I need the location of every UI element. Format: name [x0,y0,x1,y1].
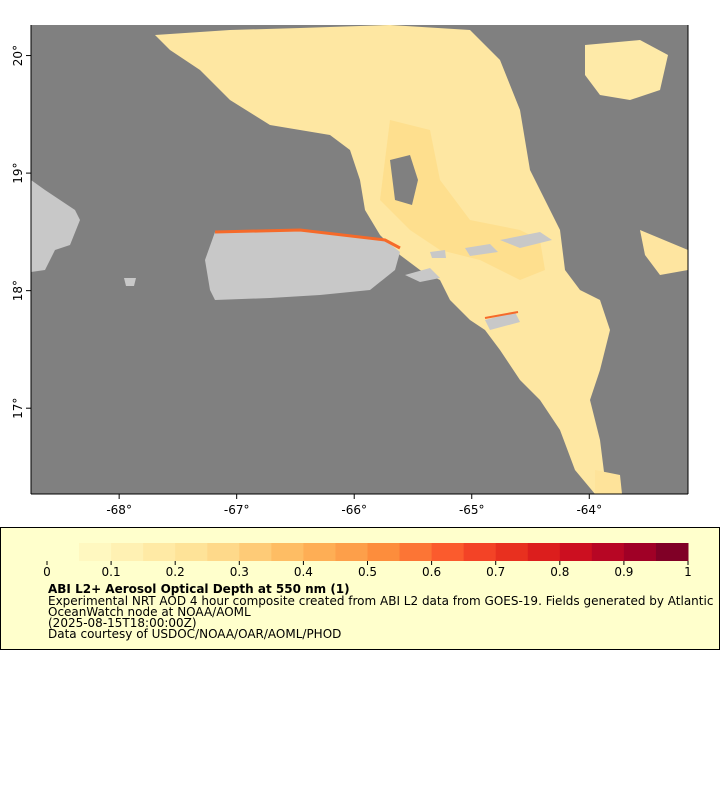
legend-line: (2025-08-15T18:00:00Z) [48,616,197,630]
legend-line: Data courtesy of USDOC/NOAA/OAR/AOML/PHO… [48,627,341,641]
x-tick-label: -66° [341,503,367,517]
colorbar-swatch [559,543,593,561]
x-tick-label: -65° [459,503,485,517]
aerosol-field [585,40,668,100]
colorbar-swatch [495,543,529,561]
colorbar-tick-label: 0.4 [294,565,313,579]
colorbar-swatch [623,543,657,561]
x-tick-label: -67° [224,503,250,517]
colorbar-tick-label: 0.1 [102,565,121,579]
y-tick-label: 18° [11,280,25,301]
legend-title: ABI L2+ Aerosol Optical Depth at 550 nm … [48,582,350,596]
aerosol-field [595,470,622,494]
y-tick-label: 19° [11,162,25,183]
colorbar-tick-label: 1 [684,565,692,579]
y-tick-label: 20° [11,45,25,66]
map [30,25,689,495]
colorbar-swatch [79,543,112,561]
colorbar-tick-label: 0.8 [550,565,569,579]
colorbar-swatch [367,543,401,561]
colorbar-swatch [591,543,625,561]
colorbar-tick-label: 0.7 [486,565,505,579]
colorbar-swatch [303,543,336,561]
legend-line: OceanWatch node at NOAA/AOML [48,605,251,619]
colorbar-swatch [207,543,240,561]
colorbar-swatch [399,543,433,561]
colorbar-tick-label: 0.9 [614,565,633,579]
aerosol-field [155,25,610,494]
colorbar-tick-label: 0.2 [166,565,185,579]
x-tick-label: -64° [576,503,602,517]
coastal-aerosol [484,311,519,319]
colorbar-swatch [175,543,208,561]
ocean-gap [390,155,418,205]
colorbar-swatch [335,543,368,561]
aerosol-field [640,230,688,275]
colorbar-tick-label: 0.5 [358,565,377,579]
land [124,232,552,330]
legend-line: Experimental NRT AOD 4 hour composite cr… [48,594,713,608]
x-tick-label: -68° [106,503,132,517]
land [31,180,80,272]
coastal-aerosol [214,228,401,250]
land [205,230,400,300]
colorbar-swatch [239,543,272,561]
colorbar-tick-label: 0 [43,565,51,579]
colorbar-swatch [143,543,176,561]
colorbar-tick-label: 0.6 [422,565,441,579]
colorbar-swatch [655,543,689,561]
colorbar-swatch [271,543,304,561]
colorbar-tick-label: 0.3 [230,565,249,579]
colorbar-swatch [47,543,80,561]
colorbar-swatch [431,543,465,561]
colorbar-swatch [111,543,144,561]
colorbar-swatch [527,543,561,561]
colorbar-swatch [463,543,497,561]
y-tick-label: 17° [11,398,25,419]
